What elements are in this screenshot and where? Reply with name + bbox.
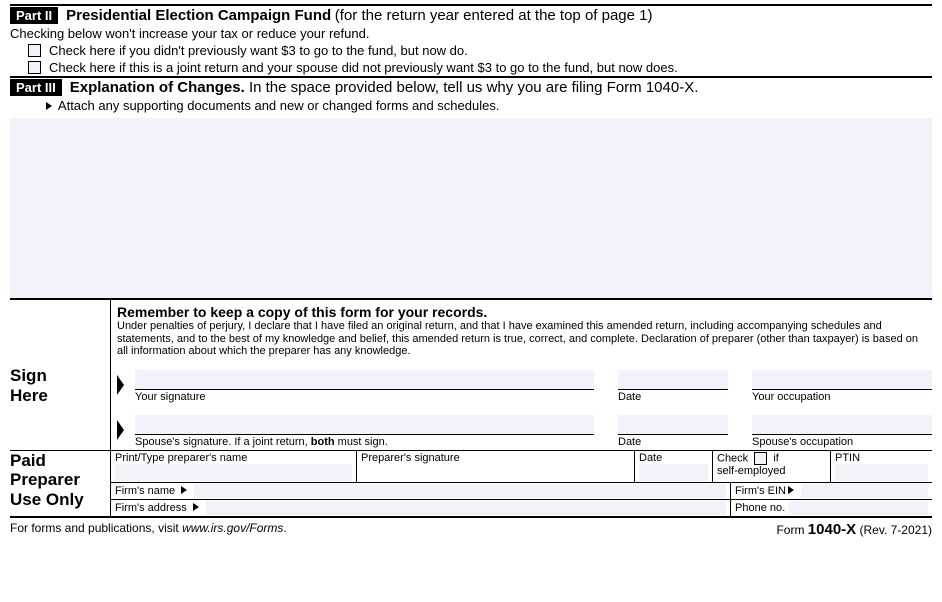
preparer-date-label: Date: [639, 452, 708, 464]
ptin-field[interactable]: [835, 464, 928, 481]
spouse-occupation-field[interactable]: [752, 415, 932, 435]
phone-field[interactable]: [789, 501, 928, 515]
explanation-textarea[interactable]: [10, 118, 932, 298]
your-occupation-label: Your occupation: [752, 390, 932, 403]
your-signature-field[interactable]: [135, 370, 594, 390]
arrow-icon: [788, 486, 794, 494]
your-occupation-field[interactable]: [752, 370, 932, 390]
arrow-icon: [117, 375, 124, 395]
footer-right: Form 1040-X (Rev. 7-2021): [776, 521, 932, 538]
checkbox-self-employed[interactable]: [754, 452, 767, 465]
checkbox-self-fund[interactable]: [28, 44, 41, 57]
print-preparer-name-label: Print/Type preparer's name: [115, 452, 352, 464]
part-iii-attach: Attach any supporting documents and new …: [58, 98, 500, 113]
part-iii-header: Part III Explanation of Changes. In the …: [10, 78, 932, 97]
firm-address-label: Firm's address: [115, 502, 187, 514]
arrow-icon: [46, 102, 52, 110]
checkbox-spouse-fund-label: Check here if this is a joint return and…: [49, 60, 678, 75]
firm-name-field[interactable]: [194, 484, 726, 498]
part-iii-title-suffix: In the space provided below, tell us why…: [249, 79, 698, 96]
footer-left: For forms and publications, visit www.ir…: [10, 521, 287, 538]
your-date-field[interactable]: [618, 370, 728, 390]
phone-label: Phone no.: [735, 502, 785, 514]
spouse-signature-field[interactable]: [135, 415, 594, 435]
preparer-signature-field[interactable]: [361, 464, 630, 481]
preparer-signature-label: Preparer's signature: [361, 452, 630, 464]
part-ii-header: Part II Presidential Election Campaign F…: [10, 6, 932, 25]
firm-ein-field[interactable]: [801, 484, 928, 498]
part-ii-title: Presidential Election Campaign Fund: [66, 7, 331, 24]
firm-address-field[interactable]: [206, 501, 726, 515]
spouse-date-label: Date: [618, 435, 728, 448]
perjury-statement: Under penalties of perjury, I declare th…: [117, 320, 932, 358]
remember-copy: Remember to keep a copy of this form for…: [117, 304, 932, 320]
part-ii-title-suffix: (for the return year entered at the top …: [335, 7, 653, 24]
paid-preparer-heading: PaidPreparerUse Only: [10, 451, 110, 516]
self-employed-label: self-employed: [717, 465, 826, 477]
your-date-label: Date: [618, 390, 728, 403]
arrow-icon: [181, 486, 187, 494]
part-iii-title: Explanation of Changes.: [70, 79, 245, 96]
spouse-occupation-label: Spouse's occupation: [752, 435, 932, 448]
spouse-signature-label: Spouse's signature. If a joint return, b…: [135, 435, 594, 448]
part-iii-label: Part III: [10, 79, 62, 96]
checkbox-spouse-fund[interactable]: [28, 61, 41, 74]
preparer-date-field[interactable]: [639, 464, 708, 481]
firm-name-label: Firm's name: [115, 485, 175, 497]
checkbox-self-fund-label: Check here if you didn't previously want…: [49, 43, 468, 58]
ptin-label: PTIN: [835, 452, 928, 464]
self-employed-row: Check if: [717, 452, 826, 465]
print-preparer-name-field[interactable]: [115, 464, 352, 481]
your-signature-label: Your signature: [135, 390, 594, 403]
part-ii-instruction: Checking below won't increase your tax o…: [10, 25, 932, 42]
part-ii-label: Part II: [10, 7, 58, 24]
arrow-icon: [117, 420, 124, 440]
firm-ein-label: Firm's EIN: [735, 485, 786, 497]
spouse-date-field[interactable]: [618, 415, 728, 435]
sign-here-heading: SignHere: [10, 300, 110, 450]
arrow-icon: [193, 503, 199, 511]
